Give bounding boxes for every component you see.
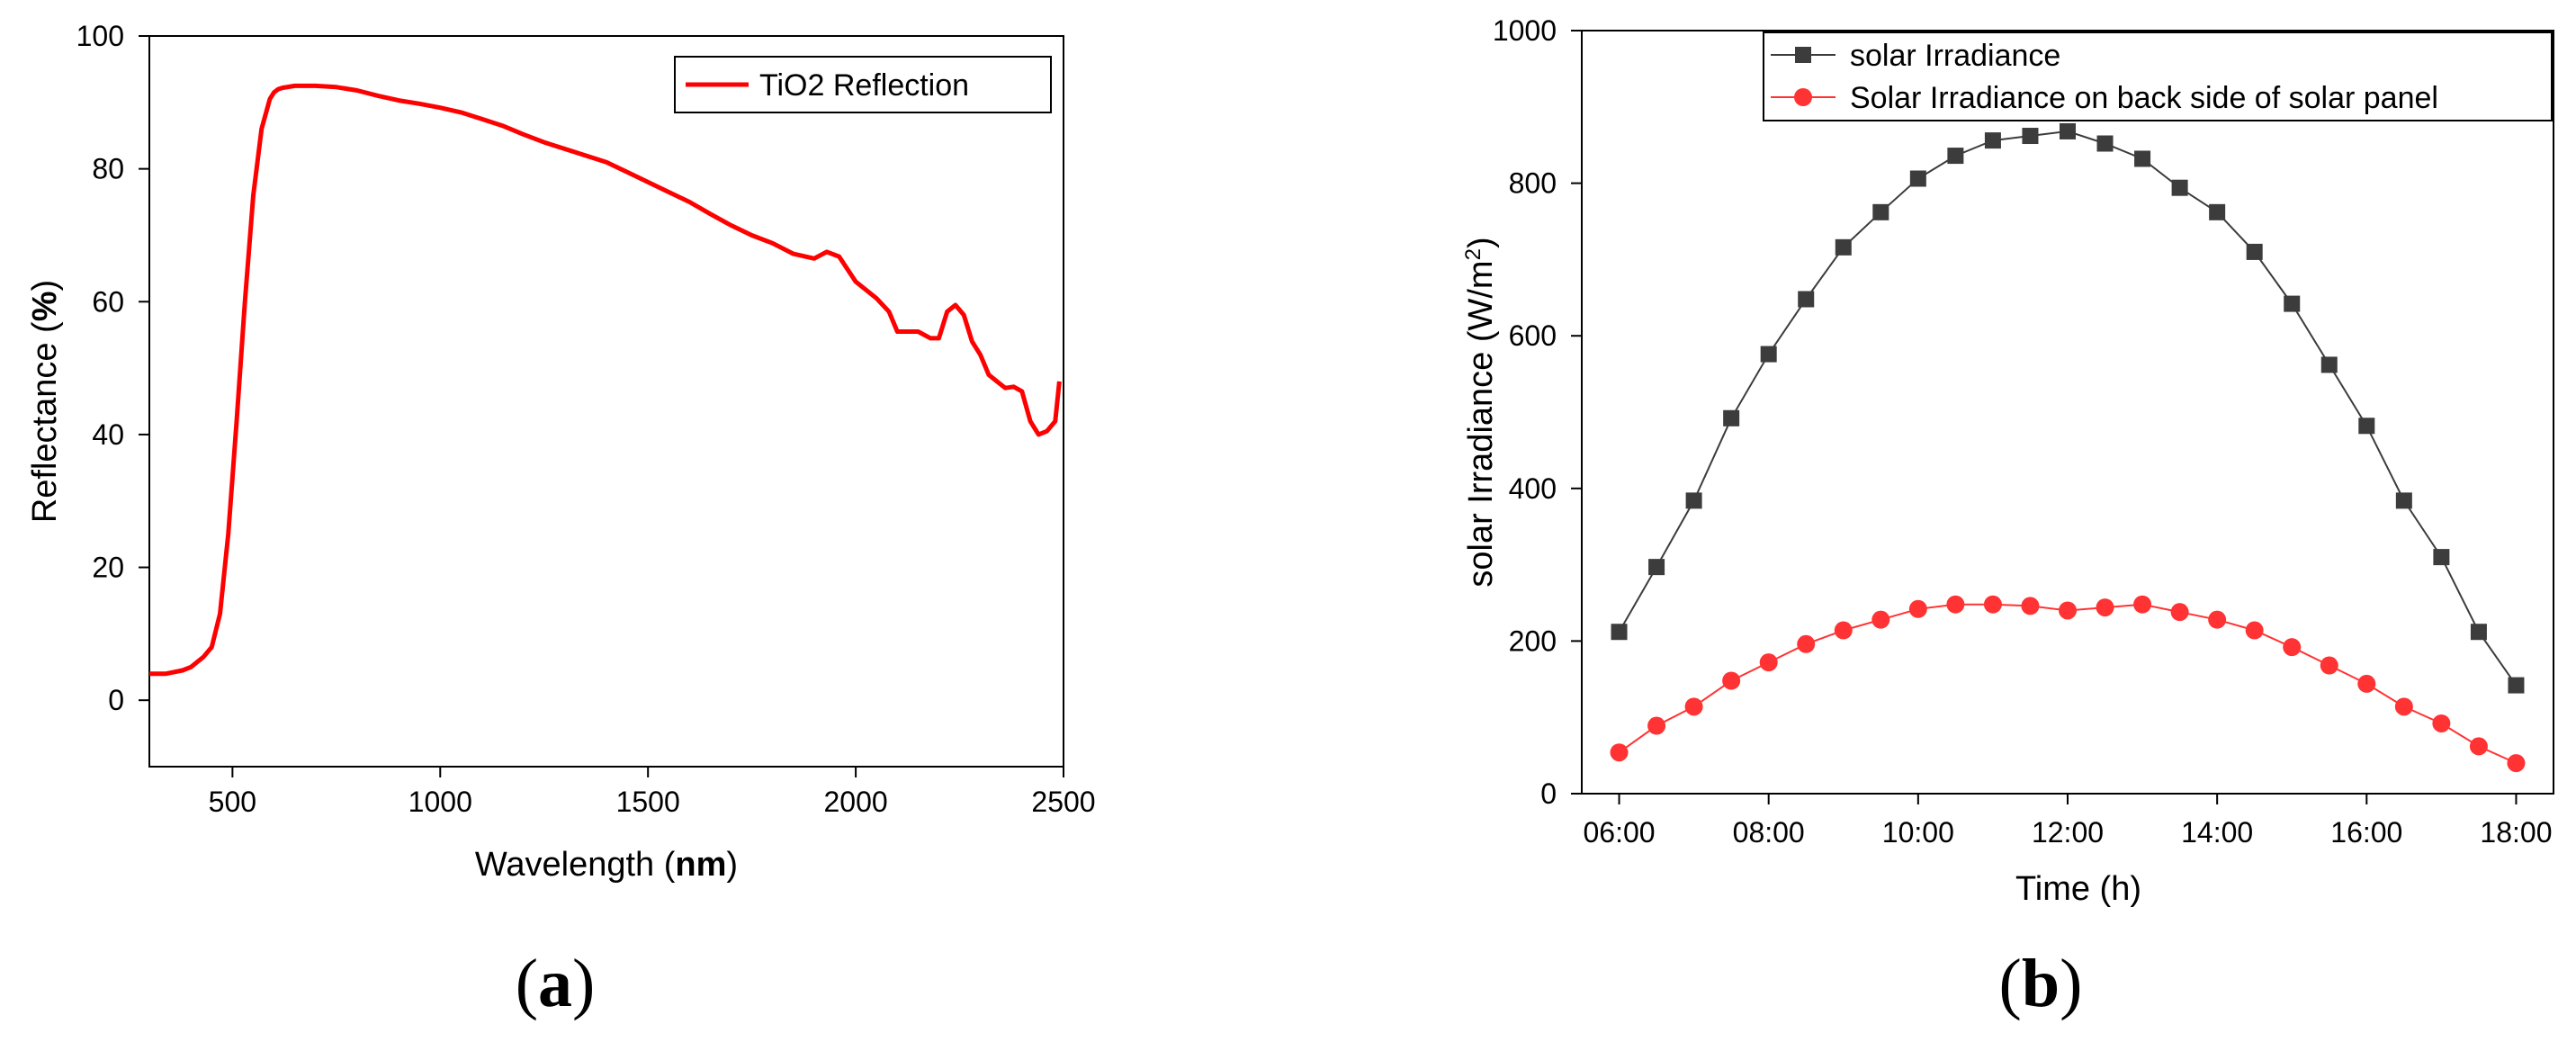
panel-b-series-0-point bbox=[2096, 135, 2114, 152]
panel-b-x-tick-label: 06:00 bbox=[1583, 816, 1655, 849]
panel-a-y-tick-label: 20 bbox=[92, 552, 124, 584]
panel-b-ticks: 06:00 08:00 10:00 12:00 14:00 16:00 18:00 0 200 4… bbox=[1493, 14, 2553, 849]
panel-b-series-0-point bbox=[1984, 132, 2001, 149]
panel-b-caption: (b) bbox=[1999, 946, 2083, 1021]
panel-b-y-tick-label: 800 bbox=[1509, 167, 1557, 200]
panel-a-x-axis-label: Wavelength (nm) bbox=[475, 846, 738, 884]
panel-b-legend-box bbox=[1763, 31, 2553, 121]
panel-b-series-1-point bbox=[2096, 598, 2114, 617]
panel-b-series-1-point bbox=[2394, 697, 2413, 716]
panel-a-caption: (a) bbox=[516, 946, 596, 1021]
panel-a-ticks: 500 1000 1500 2000 2500 0 20 40 60 80 100 bbox=[76, 20, 1096, 818]
panel-a-y-axis-label: Reflectance (%) bbox=[26, 280, 64, 523]
panel-b-y-tick-label: 200 bbox=[1509, 624, 1557, 657]
panel-b-series-line-1 bbox=[1618, 603, 2517, 765]
panel-a-y-tick-label: 80 bbox=[92, 153, 124, 185]
panel-b-series-1-point bbox=[1684, 697, 1703, 716]
panel-b-x-tick-label: 12:00 bbox=[2032, 816, 2104, 849]
panel-b-legend: solar Irradiance Solar Irradiance on bac… bbox=[1763, 31, 2553, 121]
panel-b-series-0-point bbox=[2358, 418, 2375, 435]
panel-b-series-0-point bbox=[2171, 179, 2188, 196]
panel-b-series-1-point bbox=[2021, 597, 2040, 615]
panel-b-series bbox=[1610, 122, 2526, 773]
panel-b-series-1-point bbox=[2357, 674, 2376, 693]
panel-b-series-0-point bbox=[1798, 291, 1815, 308]
panel-b-series-1-point bbox=[1722, 671, 1741, 690]
panel-b-legend-label-2: Solar Irradiance on back side of solar p… bbox=[1850, 81, 2438, 115]
panel-a-reflectance-chart: 500 1000 1500 2000 2500 0 20 40 60 80 100 TiO2 Ref… bbox=[26, 20, 1096, 1021]
panel-b-series-0-point bbox=[2284, 295, 2301, 312]
panel-b-legend-swatch-2-marker bbox=[1794, 88, 1812, 106]
panel-b-series-1-point bbox=[1834, 621, 1853, 640]
panel-b-series-1-point bbox=[1871, 610, 1890, 629]
panel-a-series bbox=[149, 83, 1062, 677]
panel-a-y-tick-label: 100 bbox=[76, 20, 124, 52]
panel-b-irradiance-chart: 06:00 08:00 10:00 12:00 14:00 16:00 18:00 0 200 4… bbox=[1461, 14, 2554, 1021]
panel-a-series-line-0 bbox=[149, 83, 1062, 677]
panel-b-y-tick-label: 400 bbox=[1509, 472, 1557, 505]
panel-b-legend-label-1: solar Irradiance bbox=[1850, 39, 2060, 73]
panel-b-series-0-point bbox=[1909, 170, 1926, 187]
panel-b-y-tick-label: 600 bbox=[1509, 319, 1557, 352]
panel-b-series-1-point bbox=[2170, 603, 2189, 622]
panel-b-x-tick-label: 14:00 bbox=[2181, 816, 2253, 849]
panel-a-x-tick-label: 1000 bbox=[408, 786, 472, 818]
panel-b-series-0-point bbox=[1835, 238, 1852, 256]
panel-b-series-0-point bbox=[2209, 203, 2226, 220]
panel-b-series-1-point bbox=[1983, 595, 2002, 614]
panel-b-series-0-point bbox=[1685, 492, 1702, 509]
panel-a-legend: TiO2 Reflection bbox=[674, 56, 1052, 113]
panel-b-x-tick-label: 16:00 bbox=[2330, 816, 2402, 849]
panel-b-series-0-point bbox=[1947, 148, 1964, 165]
panel-b-series-1-point bbox=[1759, 653, 1778, 672]
panel-b-series-0-point bbox=[2246, 243, 2263, 260]
panel-b-series-1-point bbox=[2133, 595, 2152, 614]
panel-b-series-1-point bbox=[2208, 610, 2227, 629]
panel-b-series-1-point bbox=[1946, 595, 1965, 614]
panel-b-series-0-point bbox=[1611, 624, 1628, 641]
panel-b-series-0-point bbox=[1872, 203, 1889, 220]
panel-a-y-tick-label: 60 bbox=[92, 285, 124, 318]
panel-b-x-tick-label: 10:00 bbox=[1882, 816, 1954, 849]
panel-b-series-0-point bbox=[2470, 624, 2487, 641]
panel-b-y-tick-label: 1000 bbox=[1493, 14, 1557, 47]
panel-b-series-0-point bbox=[2433, 549, 2450, 566]
panel-b-series-1-point bbox=[2059, 601, 2077, 620]
panel-b-y-tick-label: 0 bbox=[1540, 777, 1557, 810]
panel-b-series-1-point bbox=[1908, 599, 1927, 618]
panel-b-series-1-point bbox=[1647, 716, 1666, 735]
panel-b-legend-swatch-1-marker bbox=[1795, 47, 1811, 63]
panel-b-series-1-point bbox=[2320, 656, 2338, 675]
panel-a-plot-frame bbox=[148, 35, 1064, 768]
panel-b-x-axis-label: Time (h) bbox=[2015, 870, 2141, 908]
panel-a-y-tick-label: 0 bbox=[108, 684, 124, 716]
panel-a-x-tick-label: 1500 bbox=[616, 786, 680, 818]
panel-b-series-0-point bbox=[2320, 356, 2338, 373]
panel-b-series-0-point bbox=[1648, 559, 1665, 576]
panel-a-y-tick-label: 40 bbox=[92, 418, 124, 451]
panel-b-series-1-point bbox=[2283, 638, 2302, 657]
panel-b-series-0-point bbox=[2060, 122, 2076, 139]
panel-a-x-tick-label: 2000 bbox=[823, 786, 887, 818]
panel-b-series-0-point bbox=[1760, 346, 1777, 363]
panel-b-x-tick-label: 08:00 bbox=[1733, 816, 1805, 849]
panel-b-series-0-point bbox=[2134, 150, 2151, 167]
panel-b-series-0-point bbox=[2022, 128, 2039, 145]
panel-b-series-1-point bbox=[2245, 621, 2264, 640]
panel-b-series-0-point bbox=[2395, 492, 2412, 509]
panel-b-series-0-point bbox=[2508, 677, 2525, 694]
panel-b-series-1-point bbox=[2507, 754, 2526, 773]
panel-b-y-axis-label: solar Irradiance (W/m2) bbox=[1461, 237, 1501, 587]
panel-b-series-1-point bbox=[2469, 737, 2488, 756]
panel-b-series-1-point bbox=[2432, 714, 2451, 732]
panel-b-series-0-point bbox=[1723, 409, 1740, 427]
panel-a-x-tick-label: 2500 bbox=[1031, 786, 1095, 818]
panel-a-x-tick-label: 500 bbox=[209, 786, 256, 818]
panel-b-series-1-point bbox=[1797, 634, 1816, 653]
panel-b-series-1-point bbox=[1610, 743, 1629, 762]
panel-a-legend-label: TiO2 Reflection bbox=[759, 68, 969, 103]
panel-b-x-tick-label: 18:00 bbox=[2480, 816, 2552, 849]
